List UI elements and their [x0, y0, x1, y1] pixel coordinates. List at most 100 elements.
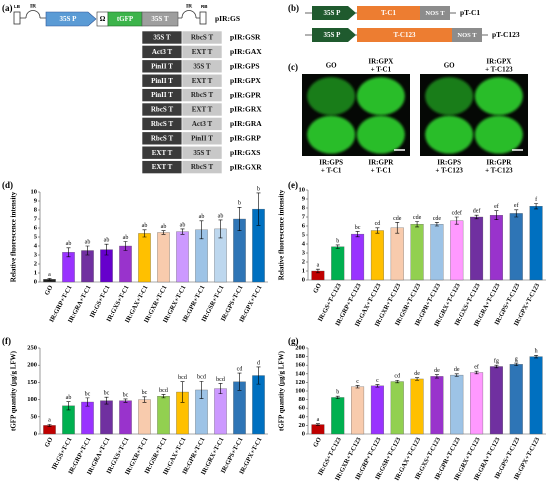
bar	[157, 396, 170, 435]
significance-letter: cd	[237, 366, 243, 372]
significance-letter: de	[434, 368, 440, 374]
error-bar	[218, 219, 223, 239]
label: 35S T	[193, 149, 211, 157]
label: (d)	[2, 180, 13, 190]
y-tick-label: 200	[27, 362, 37, 369]
error-bar	[161, 394, 166, 399]
error-bar	[434, 374, 439, 379]
left-border	[13, 11, 21, 25]
bar	[311, 424, 325, 435]
significance-letter: h	[535, 349, 538, 355]
significance-letter: a	[48, 272, 51, 278]
label: pT-C123	[492, 30, 520, 39]
error-bar	[256, 192, 261, 226]
bar	[410, 224, 424, 281]
significance-letter: ab	[218, 213, 224, 219]
error-bar	[375, 227, 380, 234]
error-bar	[123, 398, 128, 403]
significance-letter: bcd	[216, 377, 225, 383]
terminator	[141, 11, 179, 27]
error-bar	[415, 221, 420, 228]
bar	[370, 385, 384, 435]
significance-letter: bc	[85, 391, 91, 397]
terminator-2	[181, 117, 223, 131]
significance-letter: fg	[494, 358, 499, 365]
significance-letter: def	[473, 208, 481, 215]
bar	[430, 376, 444, 435]
label: Ω	[100, 15, 106, 23]
label: EXT T	[152, 163, 173, 171]
bar	[176, 231, 189, 283]
significance-letter: ef	[474, 364, 479, 371]
y-tick-label: 100	[27, 396, 37, 403]
y-tick-label: 140	[295, 370, 305, 377]
leaf	[425, 77, 474, 116]
label: IR	[186, 3, 193, 9]
bar	[119, 245, 132, 283]
label: IR:GPX	[486, 58, 511, 66]
bar	[390, 381, 404, 435]
error-bar	[514, 362, 519, 366]
bar	[509, 213, 523, 281]
label: (b)	[288, 3, 299, 13]
label: RbcS T	[191, 163, 214, 171]
label: RbcS T	[191, 91, 214, 99]
significance-letter: cde	[413, 215, 422, 221]
terminator-2	[181, 131, 223, 146]
label: + T-C1	[371, 167, 392, 175]
significance-letter: g	[515, 356, 518, 362]
label: + T-C1	[321, 167, 342, 175]
error-bar	[355, 231, 360, 238]
label: RbcS T	[191, 34, 214, 42]
label: 35S P	[324, 9, 342, 17]
label: (g)	[288, 336, 299, 346]
significance-letter: cde	[393, 216, 402, 222]
terminator	[452, 28, 482, 42]
error-bar	[415, 377, 420, 381]
significance-letter: a	[317, 263, 320, 269]
significance-letter: cd	[394, 374, 400, 380]
label: T-C1	[381, 9, 396, 17]
y-tick-label: 9	[34, 197, 38, 204]
bar	[119, 400, 132, 435]
y-tick-label: 7	[34, 215, 38, 222]
error-bar	[237, 207, 242, 231]
label: EXT T	[192, 106, 213, 114]
label: pIR:GRX	[230, 105, 262, 114]
bar	[430, 224, 444, 281]
label: PinII T	[151, 91, 173, 99]
label: RB	[201, 4, 208, 9]
label: pIR:GPX	[230, 76, 261, 85]
label: IR:GPR	[486, 159, 512, 167]
bar	[450, 220, 464, 281]
leaf	[356, 77, 405, 116]
label: IR	[30, 3, 37, 9]
significance-letter: ab	[66, 241, 72, 247]
significance-letter: c	[356, 379, 359, 385]
bar	[138, 233, 151, 283]
bar	[351, 233, 365, 281]
label: tGFP	[117, 15, 134, 23]
terminator-2	[181, 45, 223, 59]
error-bar	[218, 383, 223, 395]
label: RbcS T	[151, 134, 174, 142]
bar	[214, 388, 227, 435]
significance-letter: ef	[514, 202, 519, 209]
significance-letter: bc	[355, 225, 361, 231]
y-tick-label: 3	[34, 251, 38, 258]
y-tick-label: 80	[299, 396, 306, 403]
y-axis-title: Relative fluorescence intensity	[278, 189, 286, 280]
y-tick-label: 4	[302, 240, 306, 247]
label: IR:GPS	[319, 159, 343, 167]
label: GO	[326, 62, 337, 70]
bar	[470, 216, 484, 281]
error-bar	[474, 370, 479, 375]
terminator-2	[181, 73, 223, 88]
y-tick-label: 5	[302, 231, 306, 238]
y-tick-label: 10	[299, 186, 306, 193]
error-bar	[256, 366, 261, 385]
x-tick-label: GO	[312, 436, 323, 448]
error-bar	[142, 229, 147, 238]
error-bar	[335, 244, 340, 249]
significance-letter: ab	[123, 235, 129, 241]
